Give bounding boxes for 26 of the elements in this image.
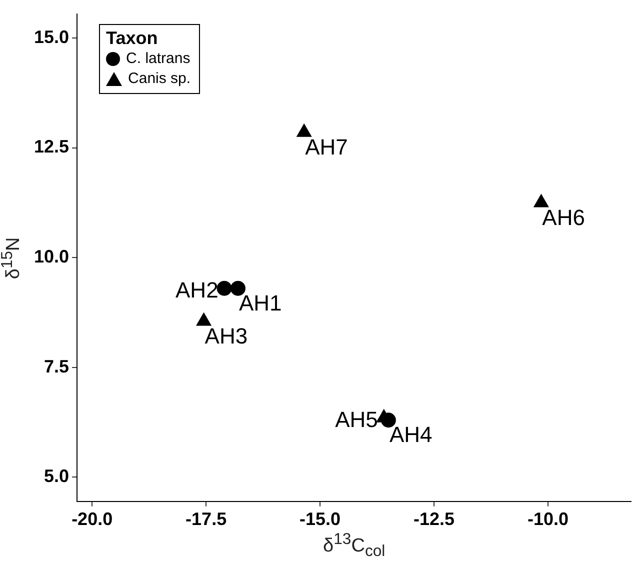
annotation: AH7 <box>305 134 348 160</box>
annotation: AH2 <box>176 277 218 302</box>
annotation: AH1 <box>238 290 282 316</box>
x-tick-label: -10.0 <box>528 509 569 530</box>
legend-label: C. latrans <box>126 50 190 68</box>
annotation: AH5 <box>335 407 378 432</box>
point <box>216 280 232 296</box>
annotation: AH4 <box>389 422 432 448</box>
point <box>196 312 212 326</box>
annotation: AH6 <box>542 204 585 230</box>
point <box>534 194 549 208</box>
x-axis-title: δ$^{13}$C$_{col}$ <box>323 531 386 562</box>
legend-title: Taxon <box>106 28 159 49</box>
y-tick-label: 15.0 <box>34 26 70 47</box>
x-tick-label: -12.5 <box>414 509 455 530</box>
point <box>296 124 312 137</box>
y-tick-label: 7.5 <box>44 356 70 376</box>
x-tick-label: -15.0 <box>300 509 341 530</box>
y-tick-label: 5.0 <box>44 466 70 486</box>
x-tick-label: -17.5 <box>186 509 227 530</box>
y-tick-label: 12.5 <box>34 136 70 157</box>
annotation: AH3 <box>204 323 248 348</box>
point <box>230 280 246 296</box>
legend-label: Canis sp. <box>128 70 191 88</box>
y-tick-label: 10.0 <box>34 246 70 267</box>
x-tick-label: -20.0 <box>72 509 113 530</box>
